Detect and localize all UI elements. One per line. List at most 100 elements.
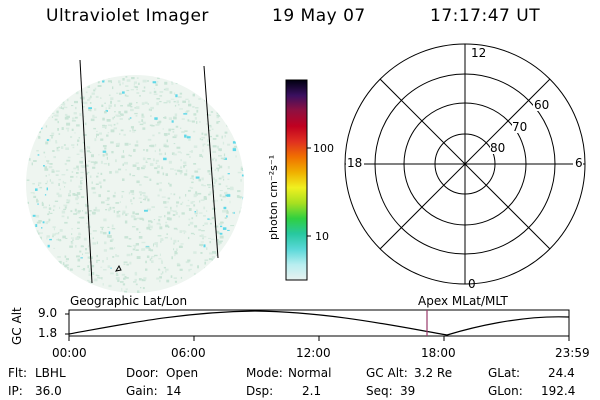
uv-speckle — [137, 290, 140, 293]
uv-speckle — [124, 94, 127, 97]
uv-speckle — [156, 222, 161, 225]
uv-speckle — [174, 252, 178, 255]
uv-speckle — [202, 185, 206, 187]
uv-speckle — [77, 139, 80, 142]
uv-speckle — [59, 107, 61, 109]
uv-speckle — [187, 199, 190, 202]
uv-speckle — [38, 93, 41, 95]
uv-speckle — [159, 95, 163, 97]
uv-speckle — [69, 280, 73, 282]
uv-speckle — [91, 264, 95, 268]
uv-speckle — [38, 136, 41, 139]
uv-speckle — [150, 109, 152, 112]
uv-speckle — [225, 251, 229, 254]
uv-speckle — [151, 125, 155, 127]
uv-speckle — [204, 267, 206, 271]
uv-speckle — [117, 100, 121, 102]
uv-speckle — [232, 212, 233, 214]
uv-speckle — [219, 240, 223, 243]
uv-speckle — [217, 164, 220, 166]
uv-speckle — [223, 153, 226, 157]
uv-speckle — [130, 89, 134, 91]
polar-label-0: 0 — [468, 277, 476, 291]
uv-speckle — [59, 229, 63, 232]
uv-speckle — [155, 83, 158, 86]
uv-speckle — [80, 257, 83, 259]
uv-speckle — [234, 146, 237, 148]
uv-speckle — [126, 263, 129, 266]
uv-speckle — [82, 106, 85, 108]
uv-speckle — [56, 149, 60, 152]
uv-speckle — [191, 175, 194, 178]
uv-speckle — [188, 279, 192, 281]
uv-speckle — [106, 203, 110, 206]
uv-speckle — [227, 276, 229, 279]
uv-speckle — [173, 248, 175, 251]
uv-speckle — [208, 92, 211, 96]
uv-speckle — [91, 187, 96, 190]
uv-speckle — [198, 192, 202, 195]
uv-speckle — [218, 183, 222, 186]
uv-speckle — [180, 77, 182, 80]
uv-speckle — [165, 270, 167, 273]
uv-speckle — [88, 274, 92, 276]
uv-speckle — [215, 230, 220, 234]
uv-speckle — [108, 94, 111, 96]
uv-speckle — [134, 144, 139, 147]
uv-speckle — [193, 145, 198, 148]
uv-speckle — [124, 290, 128, 293]
uv-speckle — [75, 176, 78, 178]
uv-speckle — [135, 212, 139, 215]
uv-speckle — [121, 287, 123, 291]
uv-speckle — [66, 122, 71, 126]
uv-speckle — [132, 197, 135, 200]
uv-speckle — [85, 248, 87, 251]
uv-speckle — [126, 213, 129, 215]
uv-speckle — [168, 226, 170, 228]
uv-speckle — [47, 213, 50, 216]
uv-speckle — [107, 190, 110, 192]
uv-speckle — [48, 163, 52, 165]
uv-speckle — [140, 287, 142, 289]
uv-speckle — [200, 199, 205, 201]
uv-speckle — [44, 194, 47, 196]
uv-speckle — [132, 128, 134, 131]
uv-speckle — [160, 238, 164, 241]
uv-speckle — [237, 106, 240, 109]
colorbar-unit-label: photon cm⁻²s⁻¹ — [267, 155, 280, 240]
uv-speckle — [27, 153, 30, 155]
uv-speckle — [227, 229, 230, 231]
uv-speckle — [84, 211, 88, 215]
uv-speckle — [46, 221, 50, 223]
uv-speckle — [154, 150, 156, 153]
uv-speckle — [81, 149, 83, 151]
uv-speckle — [86, 279, 90, 282]
uv-speckle — [168, 76, 171, 79]
uv-speckle — [202, 283, 205, 287]
uv-speckle — [77, 227, 80, 229]
uv-speckle — [44, 77, 47, 80]
uv-speckle — [202, 289, 205, 293]
uv-speckle — [157, 165, 160, 168]
uv-speckle — [183, 165, 185, 168]
mode-value: Normal — [288, 366, 332, 380]
uv-speckle — [101, 227, 104, 231]
uv-speckle — [48, 166, 53, 169]
uv-speckle — [48, 218, 51, 222]
uv-speckle — [76, 211, 80, 214]
uv-speckle — [243, 123, 244, 126]
uv-speckle — [206, 210, 208, 212]
uv-speckle — [43, 109, 46, 112]
uv-speckle — [122, 163, 124, 166]
uv-speckle — [29, 221, 32, 224]
uv-speckle — [39, 261, 43, 265]
uv-speckle — [162, 128, 164, 130]
uv-speckle — [76, 255, 80, 258]
uv-speckle — [107, 265, 111, 268]
uv-speckle — [115, 274, 119, 276]
uv-speckle — [48, 204, 50, 207]
longitude-line-left — [79, 59, 93, 284]
uv-speckle — [120, 281, 124, 283]
uv-speckle — [115, 170, 119, 174]
uv-speckle — [76, 124, 80, 127]
